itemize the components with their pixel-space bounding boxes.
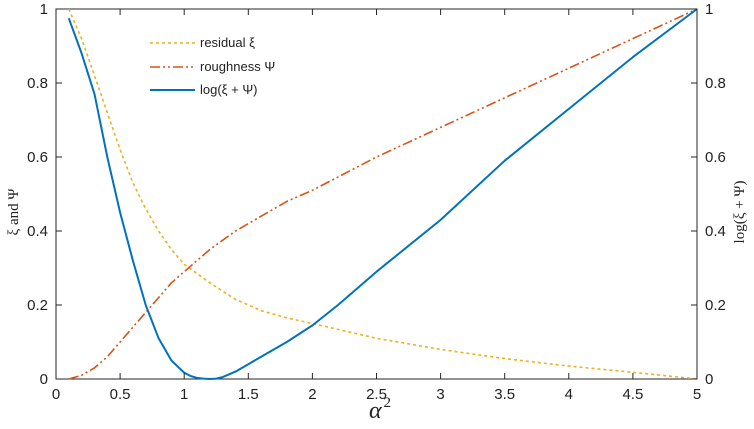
legend: residual ξ roughness Ψ log(ξ + Ψ) bbox=[150, 35, 275, 97]
left-y-tick-label: 0.6 bbox=[27, 149, 48, 166]
left-y-tick-label: 0.4 bbox=[27, 223, 48, 240]
right-y-tick-label: 0 bbox=[705, 371, 713, 388]
series-residual-line bbox=[68, 8, 698, 380]
x-tick-label: 3.5 bbox=[494, 386, 515, 403]
x-tick-label: 4.5 bbox=[622, 386, 643, 403]
series-log-sum-line bbox=[67, 8, 698, 380]
series-layer bbox=[67, 8, 698, 380]
series-roughness-line bbox=[68, 8, 698, 380]
left-y-axis-label: ξ and Ψ bbox=[6, 188, 22, 236]
x-tick-label: 2 bbox=[308, 386, 316, 403]
left-y-tick-label: 1 bbox=[40, 1, 48, 18]
right-y-tick-label: 0.8 bbox=[705, 75, 726, 92]
left-y-tick-label: 0.8 bbox=[27, 75, 48, 92]
ticks-layer: 0 0.5 1 1.5 2 2.5 3 3.5 4 4.5 500.20.40.60.8100.20… bbox=[27, 1, 726, 403]
left-y-tick-label: 0 bbox=[40, 371, 48, 388]
x-tick-label: 5 bbox=[693, 386, 701, 403]
x-tick-label: 1.5 bbox=[238, 386, 259, 403]
legend-label-roughness: roughness Ψ bbox=[200, 59, 275, 74]
right-y-tick-label: 1 bbox=[705, 1, 713, 18]
x-tick-label: 0.5 bbox=[110, 386, 131, 403]
legend-label-log: log(ξ + Ψ) bbox=[200, 82, 258, 97]
right-y-tick-label: 0.4 bbox=[705, 223, 726, 240]
right-y-tick-label: 0.6 bbox=[705, 149, 726, 166]
right-y-axis-label: log(ξ + Ψ) bbox=[732, 181, 748, 244]
x-tick-label: 0 bbox=[52, 386, 60, 403]
right-y-tick-label: 0.2 bbox=[705, 297, 726, 314]
x-tick-label: 2.5 bbox=[366, 386, 387, 403]
left-y-tick-label: 0.2 bbox=[27, 297, 48, 314]
legend-label-residual: residual ξ bbox=[200, 35, 255, 50]
x-tick-label: 4 bbox=[565, 386, 573, 403]
x-tick-label: 1 bbox=[180, 386, 188, 403]
x-tick-label: 3 bbox=[436, 386, 444, 403]
